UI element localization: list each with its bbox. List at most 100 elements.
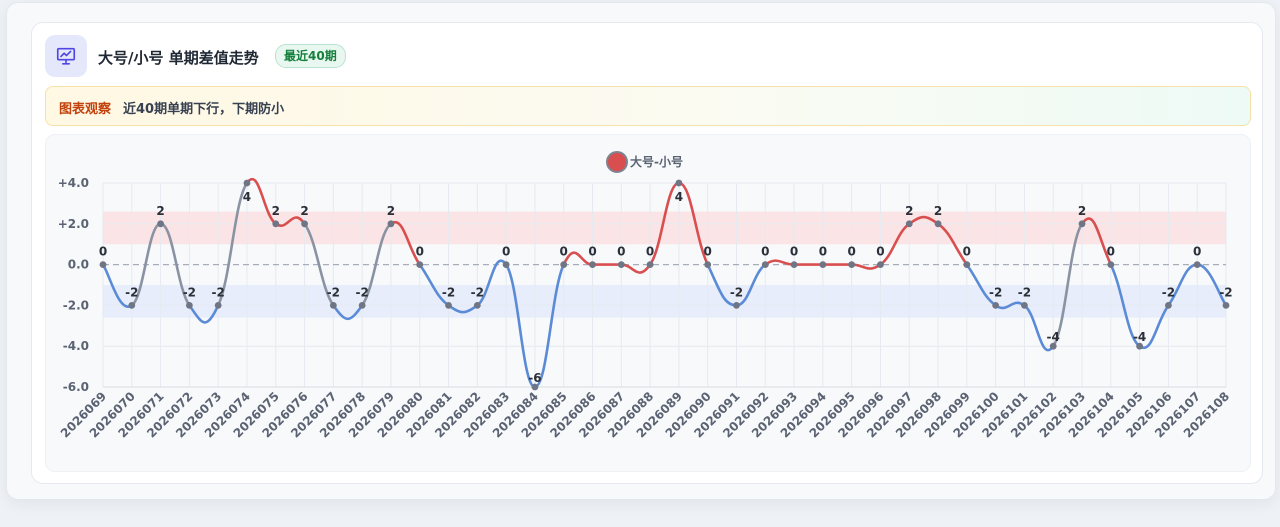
data-label: -2 bbox=[125, 285, 138, 299]
data-point bbox=[272, 220, 280, 228]
data-point bbox=[1222, 302, 1230, 309]
y-tick-label: +4.0 bbox=[58, 176, 89, 190]
data-label: 0 bbox=[99, 245, 107, 259]
data-point bbox=[1049, 342, 1057, 350]
data-label: -4 bbox=[1047, 330, 1060, 344]
y-tick-label: +2.0 bbox=[58, 217, 89, 231]
data-label: -2 bbox=[1219, 285, 1232, 299]
data-label: 0 bbox=[502, 245, 510, 259]
data-label: 0 bbox=[963, 245, 971, 259]
data-label: 0 bbox=[1107, 245, 1115, 259]
data-label: 0 bbox=[588, 245, 596, 259]
y-tick-label: -4.0 bbox=[63, 339, 89, 353]
data-label: -2 bbox=[442, 285, 455, 299]
data-point bbox=[934, 220, 942, 228]
chart-title: 大号/小号 单期差值走势 bbox=[98, 49, 259, 67]
data-point bbox=[502, 261, 510, 268]
data-label: -2 bbox=[471, 285, 484, 299]
data-label: 0 bbox=[1193, 245, 1201, 259]
page-container: 大号/小号 单期差值走势 最近40期 图表观察 近40期单期下行，下期防小 +4… bbox=[6, 2, 1276, 500]
data-point bbox=[214, 302, 222, 309]
data-point bbox=[1078, 220, 1086, 228]
data-point bbox=[560, 261, 568, 268]
data-point bbox=[1136, 342, 1144, 350]
y-tick-label: 0.0 bbox=[68, 258, 89, 272]
line-segment-down bbox=[965, 263, 997, 307]
data-label: -2 bbox=[730, 285, 743, 299]
legend-marker bbox=[606, 151, 628, 173]
line-segment-down bbox=[533, 263, 566, 389]
data-point bbox=[992, 302, 1000, 309]
line-segment-down bbox=[1023, 304, 1055, 352]
presentation-chart-icon bbox=[45, 35, 87, 77]
line-segment-up bbox=[648, 181, 681, 266]
line-segment-cross bbox=[303, 222, 335, 307]
data-label: -2 bbox=[212, 285, 225, 299]
data-point bbox=[963, 261, 971, 268]
data-point bbox=[790, 261, 798, 268]
data-label: 2 bbox=[156, 204, 164, 218]
line-segment-cross bbox=[130, 222, 162, 307]
line-segment bbox=[936, 222, 969, 266]
data-point bbox=[1021, 302, 1028, 309]
data-point bbox=[704, 261, 712, 268]
data-label: -2 bbox=[183, 285, 196, 299]
data-label: 0 bbox=[876, 245, 884, 259]
line-segment bbox=[389, 220, 422, 266]
line-chart: +4.0+2.00.0-2.0-4.0-6.020260692026070202… bbox=[58, 151, 1233, 440]
line-segment bbox=[1080, 217, 1113, 266]
data-point bbox=[646, 261, 654, 268]
line-segment-down bbox=[1138, 304, 1170, 350]
data-point bbox=[1193, 261, 1201, 268]
data-point bbox=[243, 179, 251, 187]
line-segment-down bbox=[418, 263, 450, 307]
data-label: 0 bbox=[560, 245, 568, 259]
line-segment-cross bbox=[360, 222, 393, 307]
chart-card: 大号/小号 单期差值走势 最近40期 图表观察 近40期单期下行，下期防小 +4… bbox=[31, 22, 1263, 484]
line-segment-down bbox=[332, 304, 364, 321]
data-point bbox=[877, 261, 884, 268]
data-label: 0 bbox=[847, 245, 855, 259]
line-segment bbox=[677, 181, 709, 266]
data-label: -2 bbox=[1162, 285, 1175, 299]
data-point bbox=[1165, 302, 1172, 309]
data-point bbox=[531, 383, 539, 391]
data-label: 0 bbox=[704, 245, 712, 259]
data-point bbox=[733, 302, 740, 309]
data-label: -4 bbox=[1133, 330, 1146, 344]
line-segment-up bbox=[907, 215, 940, 226]
line-segment-down bbox=[1109, 263, 1141, 348]
line-segment-down bbox=[447, 304, 479, 314]
line-segment-up bbox=[879, 222, 911, 266]
line-segment-up bbox=[274, 216, 306, 227]
data-point bbox=[128, 302, 136, 309]
data-point bbox=[905, 220, 913, 228]
data-point bbox=[473, 302, 481, 309]
data-point bbox=[445, 302, 452, 309]
legend-label: 大号-小号 bbox=[630, 154, 683, 169]
data-point bbox=[1107, 261, 1115, 268]
data-point bbox=[329, 302, 337, 309]
data-label: 2 bbox=[1078, 204, 1086, 218]
line-segment-down bbox=[504, 263, 537, 389]
data-label: -6 bbox=[528, 371, 541, 385]
period-badge: 最近40期 bbox=[275, 44, 346, 68]
data-point bbox=[157, 220, 164, 228]
data-point bbox=[761, 261, 769, 268]
chart-area: +4.0 +2.0 0.0 -2.0 -4.0 -6.0 2026069 2026070 202… bbox=[45, 134, 1251, 472]
data-label: -2 bbox=[1018, 285, 1031, 299]
data-label: 0 bbox=[646, 245, 654, 259]
data-label: 4 bbox=[243, 190, 251, 204]
data-point bbox=[675, 179, 683, 187]
data-label: 0 bbox=[761, 245, 769, 259]
data-point bbox=[617, 261, 625, 268]
y-tick-label: -2.0 bbox=[63, 298, 89, 312]
insight-text: 近40期单期下行，下期防小 bbox=[123, 102, 285, 117]
line-segment-cross bbox=[159, 222, 191, 307]
line-segment-down bbox=[188, 304, 220, 324]
line-segment-flat bbox=[763, 259, 796, 266]
data-label: 2 bbox=[272, 204, 280, 218]
data-label: 2 bbox=[934, 204, 942, 218]
data-point bbox=[589, 261, 596, 268]
data-point bbox=[819, 261, 827, 268]
